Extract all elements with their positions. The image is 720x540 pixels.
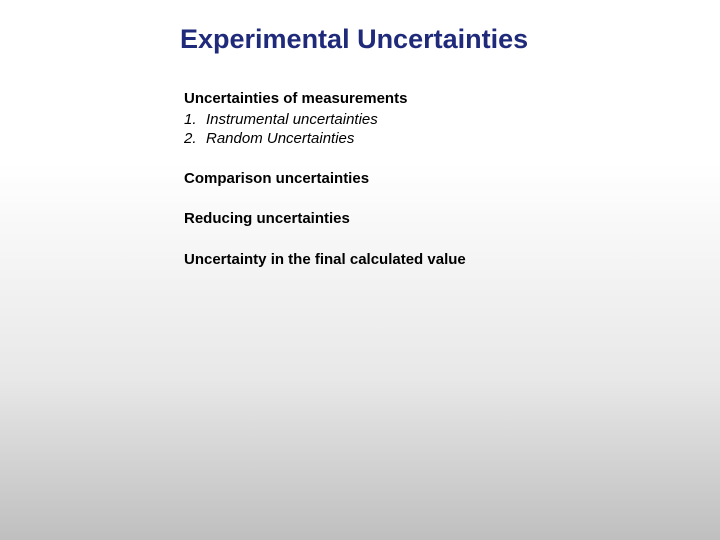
section-heading-final: Uncertainty in the final calculated valu… bbox=[184, 250, 720, 270]
slide-container: Experimental Uncertainties Uncertainties… bbox=[0, 0, 720, 540]
slide-content: Uncertainties of measurements 1.Instrume… bbox=[184, 89, 720, 269]
list-item: 1.Instrumental uncertainties bbox=[184, 110, 720, 130]
list-number: 2. bbox=[184, 129, 206, 149]
section-heading-measurements: Uncertainties of measurements bbox=[184, 89, 720, 109]
list-text: Random Uncertainties bbox=[206, 130, 354, 147]
section-heading-reducing: Reducing uncertainties bbox=[184, 209, 720, 229]
list-text: Instrumental uncertainties bbox=[206, 111, 378, 128]
spacer bbox=[184, 149, 720, 169]
list-item: 2.Random Uncertainties bbox=[184, 129, 720, 149]
list-number: 1. bbox=[184, 110, 206, 130]
spacer bbox=[184, 189, 720, 209]
slide-title: Experimental Uncertainties bbox=[180, 24, 720, 55]
spacer bbox=[184, 230, 720, 250]
section-heading-comparison: Comparison uncertainties bbox=[184, 169, 720, 189]
